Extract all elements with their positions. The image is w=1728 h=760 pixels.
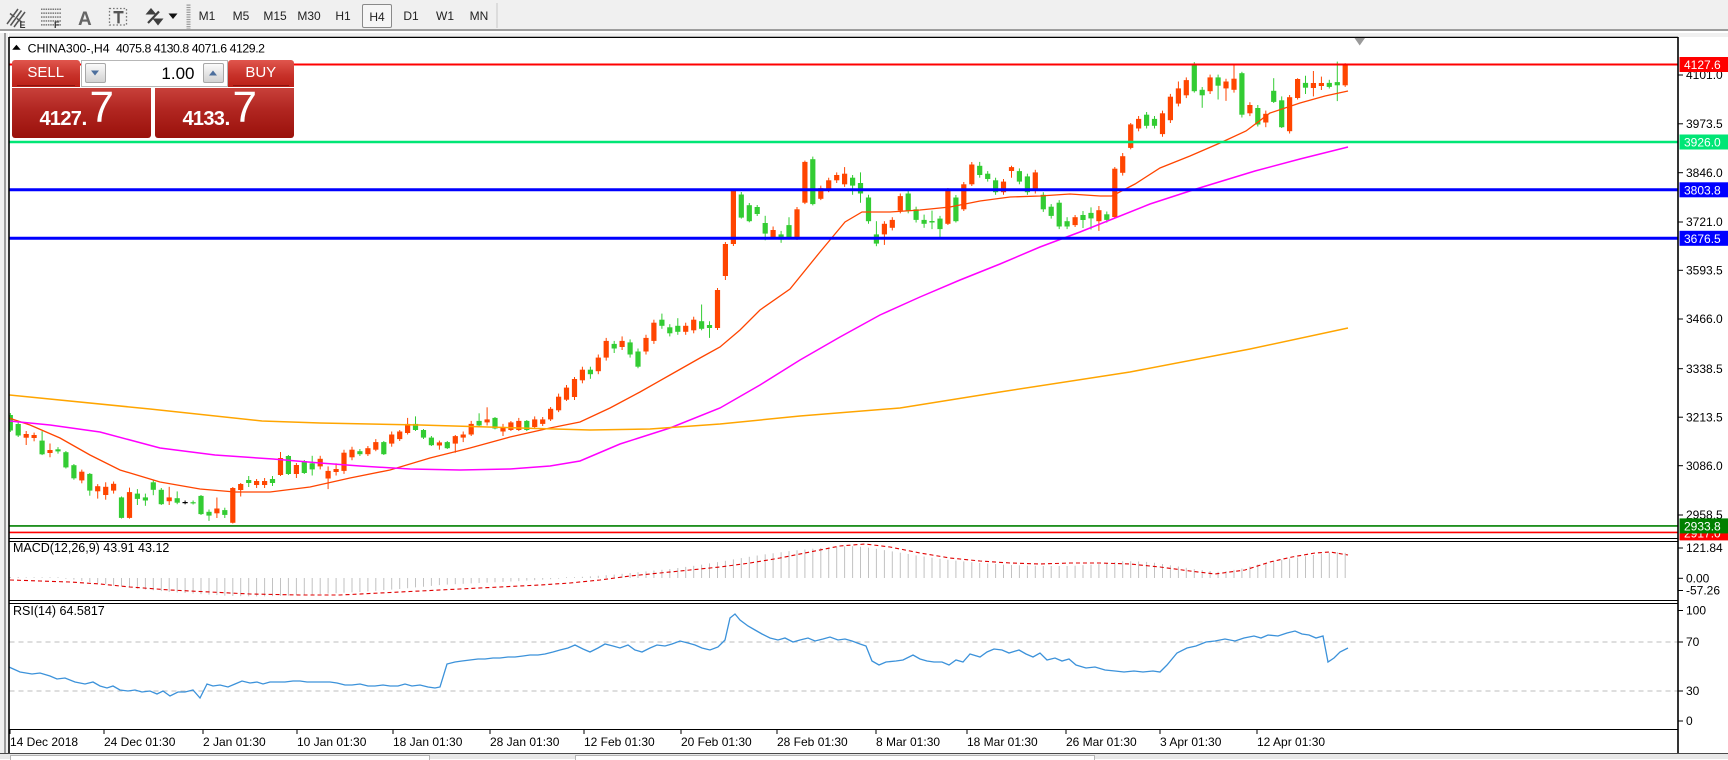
svg-text:3803.8: 3803.8 xyxy=(1684,183,1721,197)
svg-text:0: 0 xyxy=(1686,714,1693,728)
svg-text:3846.0: 3846.0 xyxy=(1686,166,1723,180)
svg-text:100: 100 xyxy=(1686,604,1706,618)
svg-text:18 Jan 01:30: 18 Jan 01:30 xyxy=(393,735,463,749)
svg-text:3973.5: 3973.5 xyxy=(1686,117,1723,131)
svg-text:12 Apr 01:30: 12 Apr 01:30 xyxy=(1257,735,1325,749)
svg-text:3338.5: 3338.5 xyxy=(1686,362,1723,376)
svg-text:3721.0: 3721.0 xyxy=(1686,215,1723,229)
svg-text:20 Feb 01:30: 20 Feb 01:30 xyxy=(681,735,752,749)
svg-text:12 Feb 01:30: 12 Feb 01:30 xyxy=(584,735,655,749)
svg-text:10 Jan 01:30: 10 Jan 01:30 xyxy=(297,735,367,749)
svg-text:MACD(12,26,9) 43.91 43.12: MACD(12,26,9) 43.91 43.12 xyxy=(13,541,169,555)
svg-text:-57.26: -57.26 xyxy=(1686,584,1720,598)
svg-text:3213.5: 3213.5 xyxy=(1686,410,1723,424)
svg-text:26 Mar 01:30: 26 Mar 01:30 xyxy=(1066,735,1137,749)
svg-text:70: 70 xyxy=(1686,635,1700,649)
svg-text:3676.5: 3676.5 xyxy=(1684,232,1721,246)
svg-text:CHINA300-,H4: CHINA300-,H4 xyxy=(28,42,110,56)
svg-text:2 Jan 01:30: 2 Jan 01:30 xyxy=(203,735,266,749)
svg-text:3466.0: 3466.0 xyxy=(1686,312,1723,326)
svg-text:8 Mar 01:30: 8 Mar 01:30 xyxy=(876,735,940,749)
svg-text:2933.8: 2933.8 xyxy=(1684,519,1721,533)
svg-text:121.84: 121.84 xyxy=(1686,541,1723,555)
svg-text:28 Jan 01:30: 28 Jan 01:30 xyxy=(490,735,560,749)
svg-text:E: E xyxy=(20,20,26,30)
svg-text:24 Dec 01:30: 24 Dec 01:30 xyxy=(104,735,176,749)
svg-text:3086.0: 3086.0 xyxy=(1686,459,1723,473)
svg-text:A: A xyxy=(78,9,92,30)
svg-text:4127.6: 4127.6 xyxy=(1684,58,1721,72)
svg-text:4075.8 4130.8 4071.6 4129.2: 4075.8 4130.8 4071.6 4129.2 xyxy=(116,42,265,56)
svg-text:28 Feb 01:30: 28 Feb 01:30 xyxy=(777,735,848,749)
svg-text:3593.5: 3593.5 xyxy=(1686,264,1723,278)
svg-text:F: F xyxy=(54,20,60,30)
svg-text:3 Apr 01:30: 3 Apr 01:30 xyxy=(1160,735,1222,749)
svg-text:30: 30 xyxy=(1686,684,1700,698)
svg-text:14 Dec 2018: 14 Dec 2018 xyxy=(10,735,78,749)
svg-text:18 Mar 01:30: 18 Mar 01:30 xyxy=(967,735,1038,749)
svg-text:RSI(14) 64.5817: RSI(14) 64.5817 xyxy=(13,604,105,618)
svg-text:3926.0: 3926.0 xyxy=(1684,136,1721,150)
